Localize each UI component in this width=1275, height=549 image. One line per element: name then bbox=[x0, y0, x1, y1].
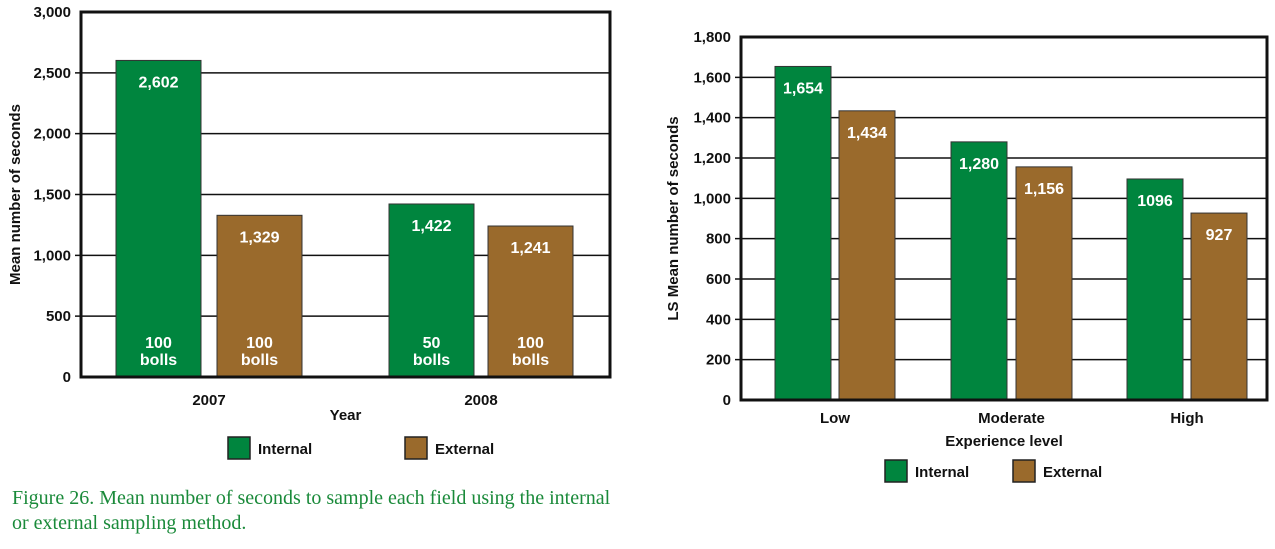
bar-external-high bbox=[1190, 212, 1248, 401]
bar-external-2008 bbox=[487, 225, 574, 378]
data-label: 2,602 bbox=[138, 74, 178, 91]
bar-internal-moderate bbox=[950, 141, 1008, 401]
data-label: 1,434 bbox=[847, 125, 887, 142]
x-axis-label: Year bbox=[330, 407, 362, 424]
data-label: 1,654 bbox=[783, 80, 823, 97]
data-label: 927 bbox=[1206, 227, 1233, 244]
y-axis-label: Mean number of seconds bbox=[7, 104, 24, 285]
plot-frame bbox=[79, 10, 612, 379]
legend-label: External bbox=[1043, 464, 1102, 481]
bar-internal-2007 bbox=[115, 59, 202, 378]
bar-inner-label: bolls bbox=[413, 352, 450, 369]
bar-external-low bbox=[838, 110, 896, 401]
y-tick-label: 1,500 bbox=[33, 187, 71, 204]
legend-swatch-external bbox=[1012, 459, 1036, 483]
data-label: 1,156 bbox=[1024, 181, 1064, 198]
y-tick-label: 0 bbox=[63, 369, 71, 386]
y-tick-label: 600 bbox=[706, 271, 731, 288]
data-label: 1,280 bbox=[959, 156, 999, 173]
x-tick-label: Moderate bbox=[978, 410, 1045, 427]
bar-inner-label: bolls bbox=[512, 352, 549, 369]
legend-label: Internal bbox=[915, 464, 969, 481]
y-tick-label: 1,200 bbox=[693, 150, 731, 167]
bar-internal-low bbox=[774, 65, 832, 401]
data-label: 1,422 bbox=[411, 218, 451, 235]
y-tick-label: 2,500 bbox=[33, 65, 71, 82]
data-label: 1,241 bbox=[510, 240, 550, 257]
bar-external-moderate bbox=[1015, 166, 1073, 401]
legend-label: External bbox=[435, 441, 494, 458]
x-tick-label: 2007 bbox=[192, 392, 225, 409]
y-tick-label: 800 bbox=[706, 231, 731, 248]
bar-inner-label: bolls bbox=[241, 352, 278, 369]
y-tick-label: 1,400 bbox=[693, 110, 731, 127]
data-label: 1096 bbox=[1137, 193, 1173, 210]
legend-swatch-internal bbox=[884, 459, 908, 483]
y-tick-label: 3,000 bbox=[33, 4, 71, 21]
y-tick-label: 200 bbox=[706, 352, 731, 369]
x-tick-label: Low bbox=[820, 410, 850, 427]
y-axis-label: LS Mean number of seconds bbox=[665, 116, 682, 320]
legend-swatch-external bbox=[404, 436, 428, 460]
bar-external-2007 bbox=[216, 214, 303, 378]
x-axis-label: Experience level bbox=[945, 433, 1063, 450]
plot-frame bbox=[739, 35, 1269, 402]
legend-label: Internal bbox=[258, 441, 312, 458]
bar-inner-label: bolls bbox=[140, 352, 177, 369]
y-tick-label: 400 bbox=[706, 311, 731, 328]
bar-internal-high bbox=[1126, 178, 1184, 401]
y-tick-label: 1,000 bbox=[33, 247, 71, 264]
x-tick-label: 2008 bbox=[464, 392, 497, 409]
y-tick-label: 1,800 bbox=[693, 29, 731, 46]
y-tick-label: 2,000 bbox=[33, 126, 71, 143]
y-tick-label: 1,000 bbox=[693, 190, 731, 207]
y-tick-label: 500 bbox=[46, 308, 71, 325]
legend-swatch-internal bbox=[227, 436, 251, 460]
bar-inner-label: 100 bbox=[145, 335, 172, 352]
y-tick-label: 0 bbox=[723, 392, 731, 409]
bar-inner-label: 50 bbox=[423, 335, 441, 352]
data-label: 1,329 bbox=[239, 229, 279, 246]
bar-inner-label: 100 bbox=[246, 335, 273, 352]
bar-inner-label: 100 bbox=[517, 335, 544, 352]
x-tick-label: High bbox=[1170, 410, 1203, 427]
figure-caption: Figure 26. Mean number of seconds to sam… bbox=[12, 487, 611, 534]
y-tick-label: 1,600 bbox=[693, 69, 731, 86]
